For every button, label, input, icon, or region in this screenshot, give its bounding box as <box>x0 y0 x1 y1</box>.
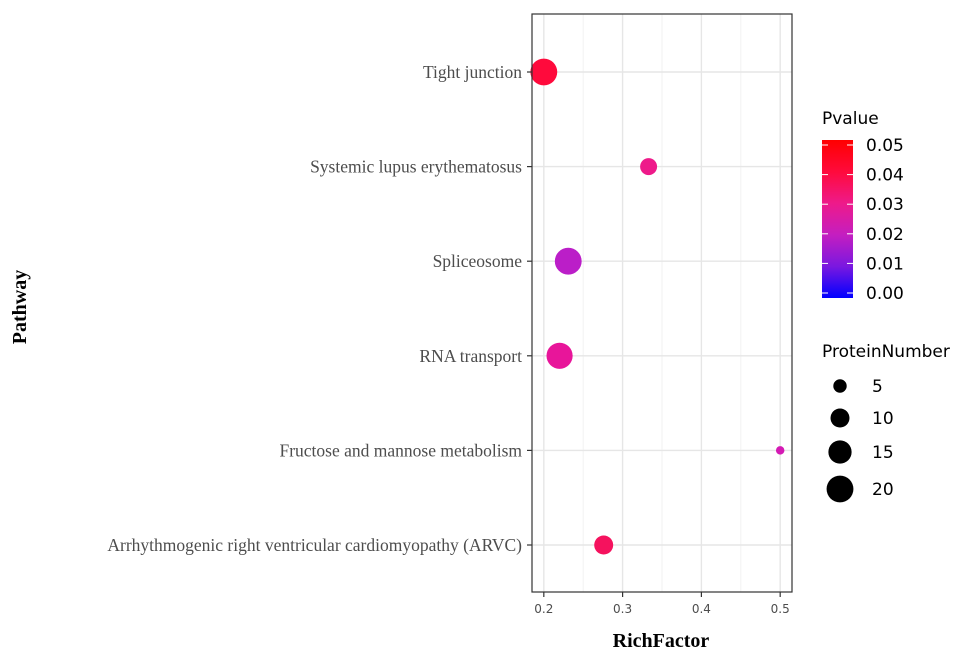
data-point <box>640 158 658 176</box>
colorbar-label: 0.03 <box>866 195 904 215</box>
major-gridlines <box>532 14 792 592</box>
x-axis-title: RichFactor <box>613 630 710 650</box>
data-point <box>546 342 573 369</box>
size-legend-label: 5 <box>872 377 883 397</box>
size-legend-key <box>830 408 850 428</box>
colorbar-label: 0.04 <box>866 166 904 186</box>
data-point <box>554 247 582 275</box>
size-legend-label: 20 <box>872 480 894 500</box>
pvalue-legend: Pvalue 0.05 0.04 0.03 0.02 0.01 0.00 <box>822 109 904 304</box>
data-point <box>775 446 785 455</box>
y-axis: Tight junction Systemic lupus erythematos… <box>107 62 532 555</box>
size-legend-key <box>828 440 852 464</box>
protein-number-legend: ProteinNumber 5 10 15 20 <box>822 342 950 503</box>
y-tick-label: Systemic lupus erythematosus <box>310 157 522 177</box>
colorbar-label: 0.02 <box>866 225 904 245</box>
colorbar-label: 0.01 <box>866 254 904 274</box>
y-tick-label: Spliceosome <box>433 251 523 271</box>
y-tick-label: Fructose and mannose metabolism <box>279 440 522 460</box>
x-axis: 0.2 0.3 0.4 0.5 <box>534 592 790 616</box>
colorbar-label: 0.05 <box>866 136 904 156</box>
x-tick-label: 0.4 <box>692 602 711 616</box>
size-legend-label: 15 <box>872 443 894 463</box>
x-tick-label: 0.5 <box>771 602 790 616</box>
colorbar-label: 0.00 <box>866 284 904 304</box>
y-axis-title: Pathway <box>9 270 31 344</box>
protein-number-legend-title: ProteinNumber <box>822 342 950 362</box>
y-tick-label: Tight junction <box>423 62 522 82</box>
data-point <box>530 58 558 86</box>
y-tick-label: Arrhythmogenic right ventricular cardiom… <box>107 535 522 555</box>
data-points <box>530 58 785 555</box>
x-tick-label: 0.2 <box>534 602 553 616</box>
size-legend-key <box>826 475 854 503</box>
size-legend-key <box>833 379 847 393</box>
minor-gridlines <box>582 14 742 592</box>
data-point <box>594 535 614 555</box>
plot-panel-border <box>531 13 793 593</box>
pvalue-colorbar <box>822 140 853 298</box>
pvalue-legend-title: Pvalue <box>822 109 879 129</box>
size-legend-label: 10 <box>872 409 894 429</box>
x-tick-label: 0.3 <box>613 602 632 616</box>
y-tick-label: RNA transport <box>419 346 522 366</box>
